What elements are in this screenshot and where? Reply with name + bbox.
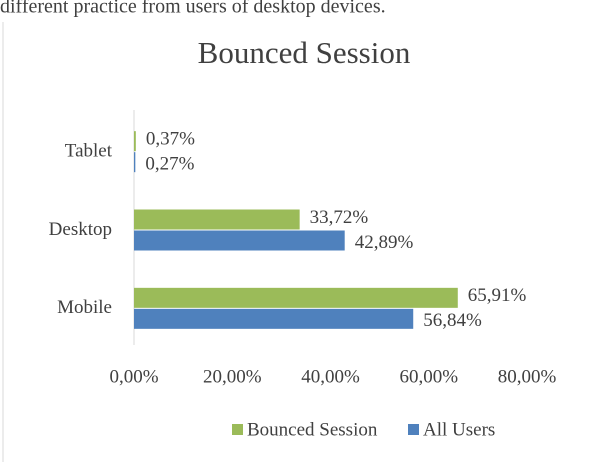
data-label: 33,72%	[310, 207, 369, 228]
x-tick-label: 40,00%	[301, 366, 360, 387]
legend-swatch	[408, 424, 419, 435]
bar	[134, 152, 136, 173]
y-tick-label: Tablet	[65, 141, 113, 162]
legend-swatch	[232, 424, 243, 435]
y-tick-label: Desktop	[49, 219, 112, 240]
legend-label: All Users	[423, 419, 495, 440]
bar	[134, 131, 136, 152]
y-tick-label: Mobile	[57, 297, 112, 318]
bar	[134, 287, 458, 308]
data-label: 56,84%	[423, 310, 482, 331]
x-tick-label: 60,00%	[399, 366, 458, 387]
data-label: 0,27%	[145, 154, 194, 175]
bar	[134, 230, 345, 251]
data-label: 0,37%	[146, 129, 195, 150]
bar	[134, 308, 414, 329]
data-label: 65,91%	[468, 285, 527, 306]
data-label: 42,89%	[355, 232, 414, 253]
chart-title: Bounced Session	[198, 35, 411, 70]
x-tick-label: 80,00%	[498, 366, 557, 387]
document-text: different practice from users of desktop…	[0, 0, 386, 18]
legend-label: Bounced Session	[247, 419, 378, 440]
x-tick-label: 20,00%	[203, 366, 262, 387]
bar	[134, 209, 300, 230]
x-tick-label: 0,00%	[109, 366, 158, 387]
